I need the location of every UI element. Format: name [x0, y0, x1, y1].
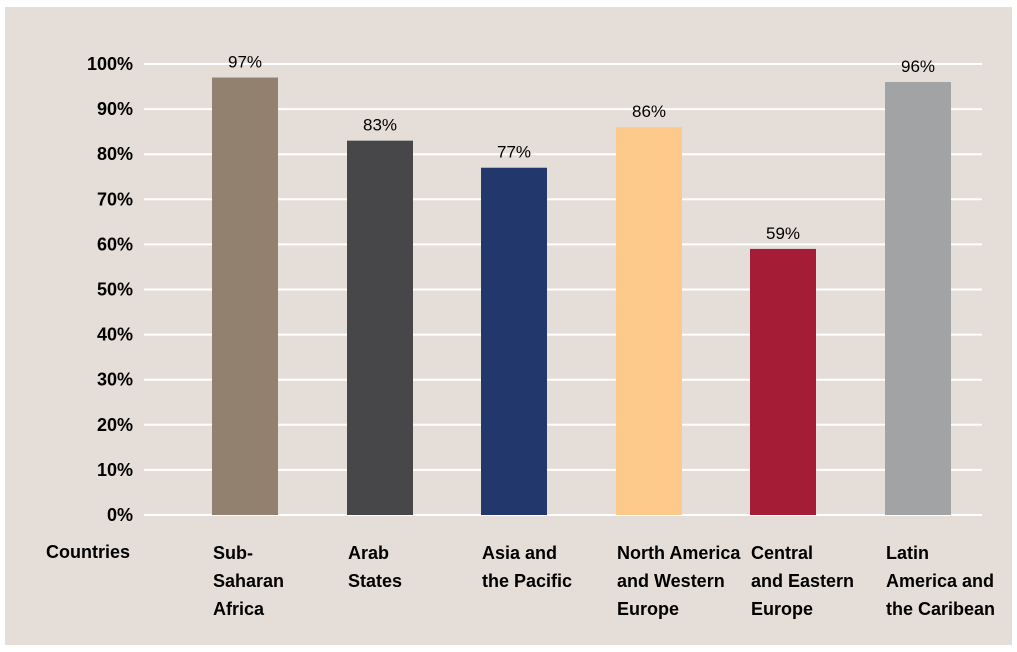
y-tick-label: 20% [97, 415, 133, 435]
data-label: 77% [497, 143, 531, 162]
bar [347, 140, 413, 516]
x-category-label: Latin America and the Caribean [886, 543, 995, 619]
data-label: 86% [632, 102, 666, 121]
x-axis-title: Countries [46, 542, 130, 562]
y-tick-label: 0% [107, 505, 133, 525]
y-tick-label: 60% [97, 234, 133, 254]
y-tick-label: 70% [97, 189, 133, 209]
y-tick-label: 50% [97, 280, 133, 300]
data-label: 59% [766, 224, 800, 243]
y-tick-label: 100% [87, 54, 133, 74]
data-label: 97% [228, 53, 262, 72]
x-category-label: Arab States [348, 543, 402, 591]
bar [212, 77, 278, 515]
x-category-label: Sub-Saharan Africa [213, 543, 284, 619]
y-tick-label: 80% [97, 144, 133, 164]
bar [885, 82, 951, 515]
y-tick-label: 30% [97, 370, 133, 390]
data-label: 96% [901, 57, 935, 76]
bar [481, 167, 547, 516]
bar [616, 127, 682, 515]
x-category-label: Central and Eastern Europe [751, 543, 854, 619]
x-category-label: Asia and the Pacific [482, 543, 572, 591]
y-tick-label: 90% [97, 99, 133, 119]
y-tick-label: 40% [97, 325, 133, 345]
y-tick-label: 10% [97, 460, 133, 480]
data-label: 83% [363, 116, 397, 135]
bar [750, 248, 816, 515]
x-category-label: North America and Western Europe [617, 543, 741, 619]
